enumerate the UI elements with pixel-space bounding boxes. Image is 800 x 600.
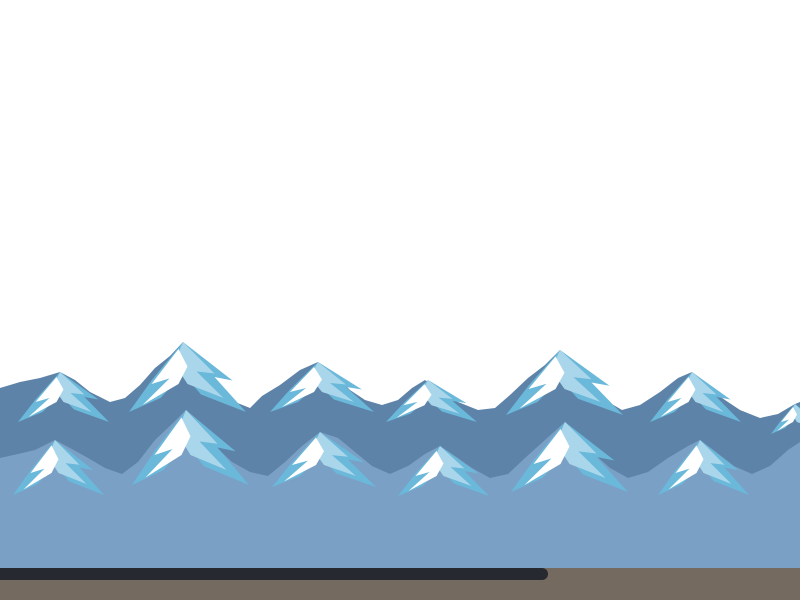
near-snow-cap-1-light — [48, 440, 87, 484]
far-snow-cap-3-highlight — [282, 367, 322, 407]
far-snow-caps — [18, 342, 800, 434]
near-snow-cap-6-highlight — [668, 445, 704, 490]
near-snow-cap-5-light — [556, 422, 606, 478]
far-snow-cap-4-highlight — [396, 384, 432, 418]
far-snow-cap-2-highlight — [142, 349, 188, 405]
near-snow-cap-2-highlight — [145, 417, 191, 478]
far-snow-cap-4-light — [421, 380, 460, 414]
near-snow-cap-3-highlight — [284, 437, 324, 482]
far-snow-cap-6-highlight — [660, 377, 696, 417]
far-snow-cap-1-light — [53, 372, 92, 412]
near-snow-caps — [13, 410, 749, 496]
far-snow-cap-1-highlight — [28, 377, 64, 417]
near-snow-cap-5-highlight — [524, 429, 570, 485]
near-snow-cap-4-highlight — [408, 451, 444, 491]
near-snow-cap-4-light — [433, 446, 472, 486]
far-snow-cap-5-highlight — [519, 356, 565, 409]
near-snow-cap-1-highlight — [23, 445, 59, 490]
far-snow-cap-5-light — [551, 350, 601, 402]
far-snow-cap-6-light — [685, 372, 724, 412]
far-snow-cap-3-light — [310, 362, 354, 402]
far-snow-cap-2-light — [174, 342, 224, 398]
ground-shadow — [0, 568, 548, 580]
near-snow-cap-2-light — [177, 410, 227, 470]
near-snow-cap-3-light — [312, 432, 356, 476]
far-snow-cap-7-highlight — [777, 407, 797, 431]
near-snow-cap-6-light — [693, 440, 732, 484]
